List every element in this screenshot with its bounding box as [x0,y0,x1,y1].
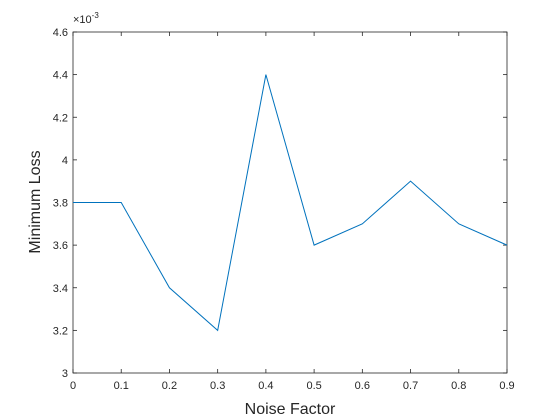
y-tick-label: 4 [62,155,68,167]
x-tick-label: 0 [70,380,76,392]
x-tick-label: 0.1 [114,380,129,392]
x-tick-label: 0.5 [306,380,321,392]
x-tick-label: 0.6 [355,380,370,392]
y-tick-label: 4.6 [53,27,68,39]
y-tick-label: 3.2 [53,325,68,337]
y-tick-label: 3.4 [53,283,68,295]
x-axis-label: Noise Factor [245,401,336,418]
x-tick-label: 0.3 [210,380,225,392]
y-tick-label: 4.4 [53,70,68,82]
y-multiplier: ×10-3 [73,11,99,26]
y-axis-label: Minimum Loss [27,150,44,253]
x-tick-label: 0.7 [403,380,418,392]
axes-box [72,31,508,374]
x-tick-label: 0.8 [451,380,466,392]
x-tick-label: 0.2 [162,380,177,392]
y-tick-label: 4.2 [53,112,68,124]
y-tick-label: 3.6 [53,240,68,252]
x-tick-label: 0.9 [499,380,514,392]
data-line [73,74,508,332]
y-tick-label: 3.8 [53,198,68,210]
y-multiplier-base: ×10 [73,14,92,26]
x-tick-label: 0.4 [258,380,273,392]
y-multiplier-exponent: -3 [92,11,100,20]
y-tick-label: 3 [62,368,68,380]
